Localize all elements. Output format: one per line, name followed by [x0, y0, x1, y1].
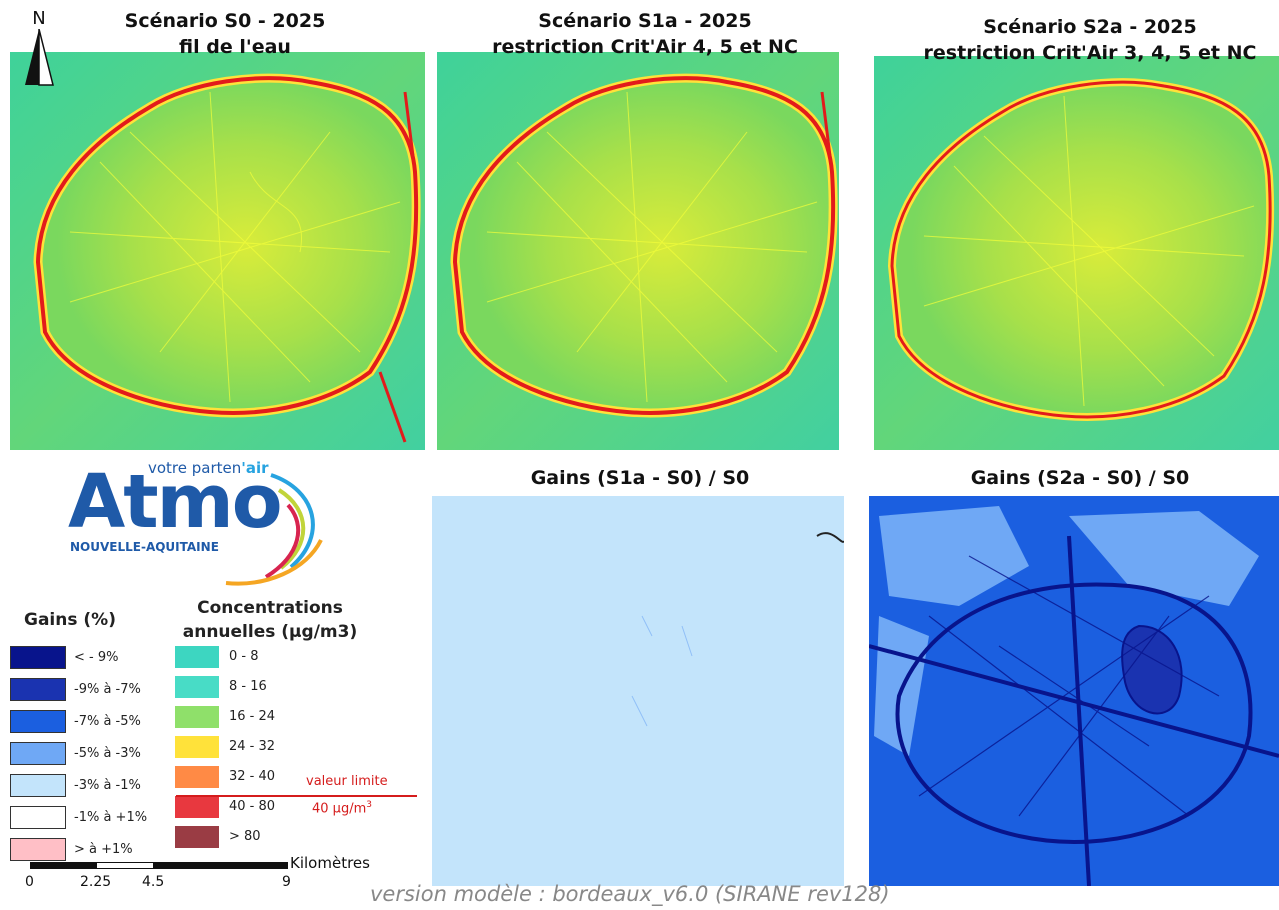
conc-legend-label: 24 - 32 — [229, 739, 276, 754]
conc-legend-title-line1: Concentrations — [197, 598, 343, 618]
scalebar-tick-0: 0 — [25, 874, 34, 890]
panel-title-s1a-line1: Scénario S1a - 2025 — [538, 10, 752, 32]
gains-legend-label: -5% à -3% — [74, 746, 141, 761]
logo-tagline-suffix: 'air — [241, 459, 269, 477]
scalebar-tick-3: 9 — [282, 874, 291, 890]
map-s1a — [437, 52, 839, 450]
panel-title-s0-line1: Scénario S0 - 2025 — [124, 10, 326, 32]
gains-legend-swatch — [10, 646, 66, 669]
gains-legend-title: Gains (%) — [24, 610, 116, 630]
conc-legend-label: 0 - 8 — [229, 649, 259, 664]
north-arrow-label: N — [32, 8, 46, 29]
conc-legend-swatch — [175, 676, 219, 698]
gains-legend-label: -1% à +1% — [74, 810, 148, 825]
gains-legend-swatch — [10, 838, 66, 861]
conc-legend-label: 40 - 80 — [229, 799, 276, 814]
limit-label-line1: valeur limite — [306, 774, 388, 789]
panel-title-s2a-line1: Scénario S2a - 2025 — [983, 16, 1197, 38]
panel-title-s0: Scénario S0 - 2025 fil de l'eau — [60, 8, 390, 60]
panel-title-s2a: Scénario S2a - 2025 restriction Crit'Air… — [910, 14, 1270, 66]
model-version-footer: version modèle : bordeaux_v6.0 (SIRANE r… — [370, 882, 890, 906]
scalebar-seg-2 — [96, 862, 154, 869]
conc-legend-swatch — [175, 766, 219, 788]
logo-tagline: votre parten'air — [148, 459, 269, 477]
conc-legend-swatch — [175, 736, 219, 758]
north-arrow-icon: N — [22, 8, 56, 88]
logo-region: NOUVELLE-AQUITAINE — [70, 540, 219, 554]
conc-legend-label: 32 - 40 — [229, 769, 276, 784]
map-gains-s2a — [869, 496, 1279, 886]
panel-title-gains-s2a: Gains (S2a - S0) / S0 — [910, 465, 1250, 491]
panel-title-s1a-line2: restriction Crit'Air 4, 5 et NC — [492, 36, 798, 58]
panel-title-gains-s2a-text: Gains (S2a - S0) / S0 — [970, 467, 1190, 489]
conc-legend-title: Concentrations annuelles (µg/m3) — [170, 596, 370, 644]
conc-legend-title-line2: annuelles (µg/m3) — [182, 622, 358, 642]
logo-name: Atmo — [68, 459, 283, 545]
limit-line — [176, 795, 417, 797]
atmo-logo: votre parten'air Atmo NOUVELLE-AQUITAINE — [66, 455, 336, 590]
scalebar: Kilomètres 0 2.25 4.5 9 — [25, 854, 380, 900]
panel-title-gains-s1a: Gains (S1a - S0) / S0 — [470, 465, 810, 491]
scalebar-unit: Kilomètres — [290, 854, 370, 872]
conc-legend-swatch — [175, 826, 219, 848]
panel-title-s1a: Scénario S1a - 2025 restriction Crit'Air… — [470, 8, 820, 60]
scalebar-tick-2: 4.5 — [142, 874, 165, 890]
conc-legend-swatch — [175, 646, 219, 668]
gains-legend-label: -9% à -7% — [74, 682, 141, 697]
scalebar-seg-3 — [154, 862, 288, 869]
map-gains-s1a — [432, 496, 844, 886]
limit-value-text: 40 µg/m — [312, 801, 367, 817]
scalebar-tick-1: 2.25 — [80, 874, 112, 890]
limit-label: valeur limite — [306, 774, 388, 789]
gains-legend-swatch — [10, 678, 66, 701]
gains-legend-swatch — [10, 774, 66, 797]
panel-title-gains-s1a-text: Gains (S1a - S0) / S0 — [530, 467, 750, 489]
limit-value-sup: 3 — [366, 800, 372, 810]
gains-legend-label: -3% à -1% — [74, 778, 141, 793]
scalebar-seg-1 — [30, 862, 96, 869]
panel-title-s0-line2: fil de l'eau — [179, 36, 291, 58]
gains-legend-swatch — [10, 806, 66, 829]
conc-legend-swatch — [175, 796, 219, 818]
gains-legend-label: > à +1% — [74, 842, 133, 857]
logo-tagline-prefix: votre parten — [148, 459, 242, 477]
map-s0 — [10, 52, 425, 450]
conc-legend-label: > 80 — [229, 829, 261, 844]
gains-legend-swatch — [10, 742, 66, 765]
conc-legend-label: 16 - 24 — [229, 709, 276, 724]
panel-title-s2a-line2: restriction Crit'Air 3, 4, 5 et NC — [923, 42, 1257, 64]
conc-legend-swatch — [175, 706, 219, 728]
limit-value: 40 µg/m3 — [312, 800, 372, 816]
gains-legend-label: < - 9% — [74, 650, 119, 665]
gains-legend-swatch — [10, 710, 66, 733]
map-s2a — [874, 56, 1279, 450]
gains-legend-label: -7% à -5% — [74, 714, 141, 729]
conc-legend-label: 8 - 16 — [229, 679, 267, 694]
